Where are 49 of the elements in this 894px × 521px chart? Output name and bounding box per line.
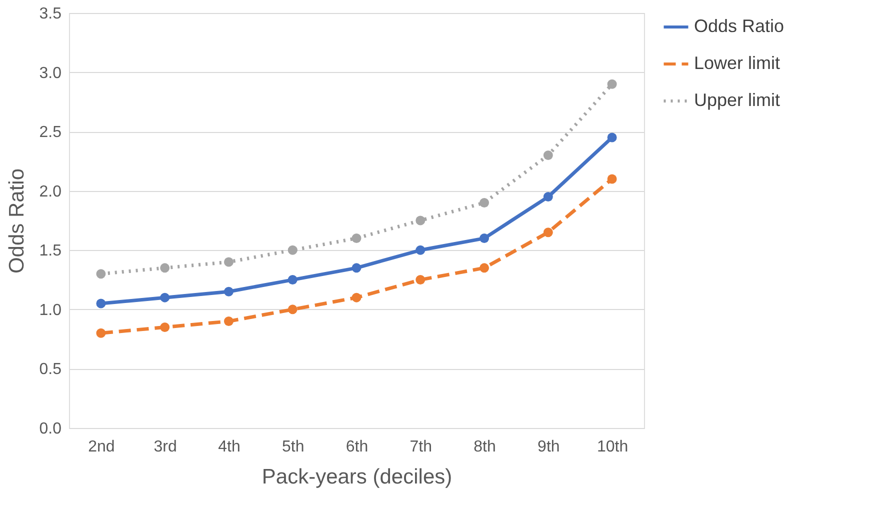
y-tick-label: 3.5 <box>39 6 62 22</box>
point <box>160 292 170 302</box>
point <box>416 245 426 255</box>
y-tick-label: 3.0 <box>39 64 62 82</box>
y-tick-label: 1.0 <box>39 302 62 319</box>
y-tick-label: 2.0 <box>39 183 62 200</box>
point <box>543 192 553 202</box>
point <box>160 263 170 273</box>
point <box>224 316 234 326</box>
y-tick-label: 0.0 <box>39 420 62 438</box>
point <box>160 322 170 332</box>
y-tick-label: 0.5 <box>39 361 62 378</box>
point <box>288 245 298 255</box>
x-tick-label: 8th <box>474 438 496 456</box>
y-tick-label: 2.5 <box>39 124 62 142</box>
legend-label: Upper limit <box>694 90 780 110</box>
x-tick-label: 3rd <box>154 438 177 456</box>
x-tick-label: 6th <box>346 438 368 456</box>
point <box>352 263 362 273</box>
point <box>96 269 106 279</box>
x-tick-label: 2nd <box>88 438 115 456</box>
y-axis-title: Odds Ratio <box>5 168 28 274</box>
point <box>96 328 106 338</box>
point <box>607 174 617 184</box>
x-tick-label: 5th <box>282 438 304 456</box>
point <box>96 298 106 308</box>
legend-label: Odds Ratio <box>694 16 784 36</box>
y-tick-label: 1.5 <box>39 242 62 260</box>
point <box>480 198 490 208</box>
point <box>352 292 362 302</box>
point <box>480 234 490 244</box>
point <box>288 304 298 314</box>
point <box>543 150 553 160</box>
point <box>416 275 426 285</box>
x-tick-label: 10th <box>596 438 628 456</box>
point <box>607 79 617 89</box>
point <box>288 275 298 285</box>
point <box>480 263 490 273</box>
x-axis-title: Pack-years (deciles) <box>262 466 452 488</box>
legend-label: Lower limit <box>694 53 780 73</box>
point <box>607 132 617 142</box>
point <box>352 234 362 244</box>
x-tick-label: 4th <box>218 438 240 456</box>
x-tick-label: 7th <box>410 438 432 456</box>
point <box>224 257 234 267</box>
point <box>543 228 553 238</box>
x-tick-label: 9th <box>538 438 560 456</box>
point <box>224 286 234 296</box>
point <box>416 216 426 226</box>
